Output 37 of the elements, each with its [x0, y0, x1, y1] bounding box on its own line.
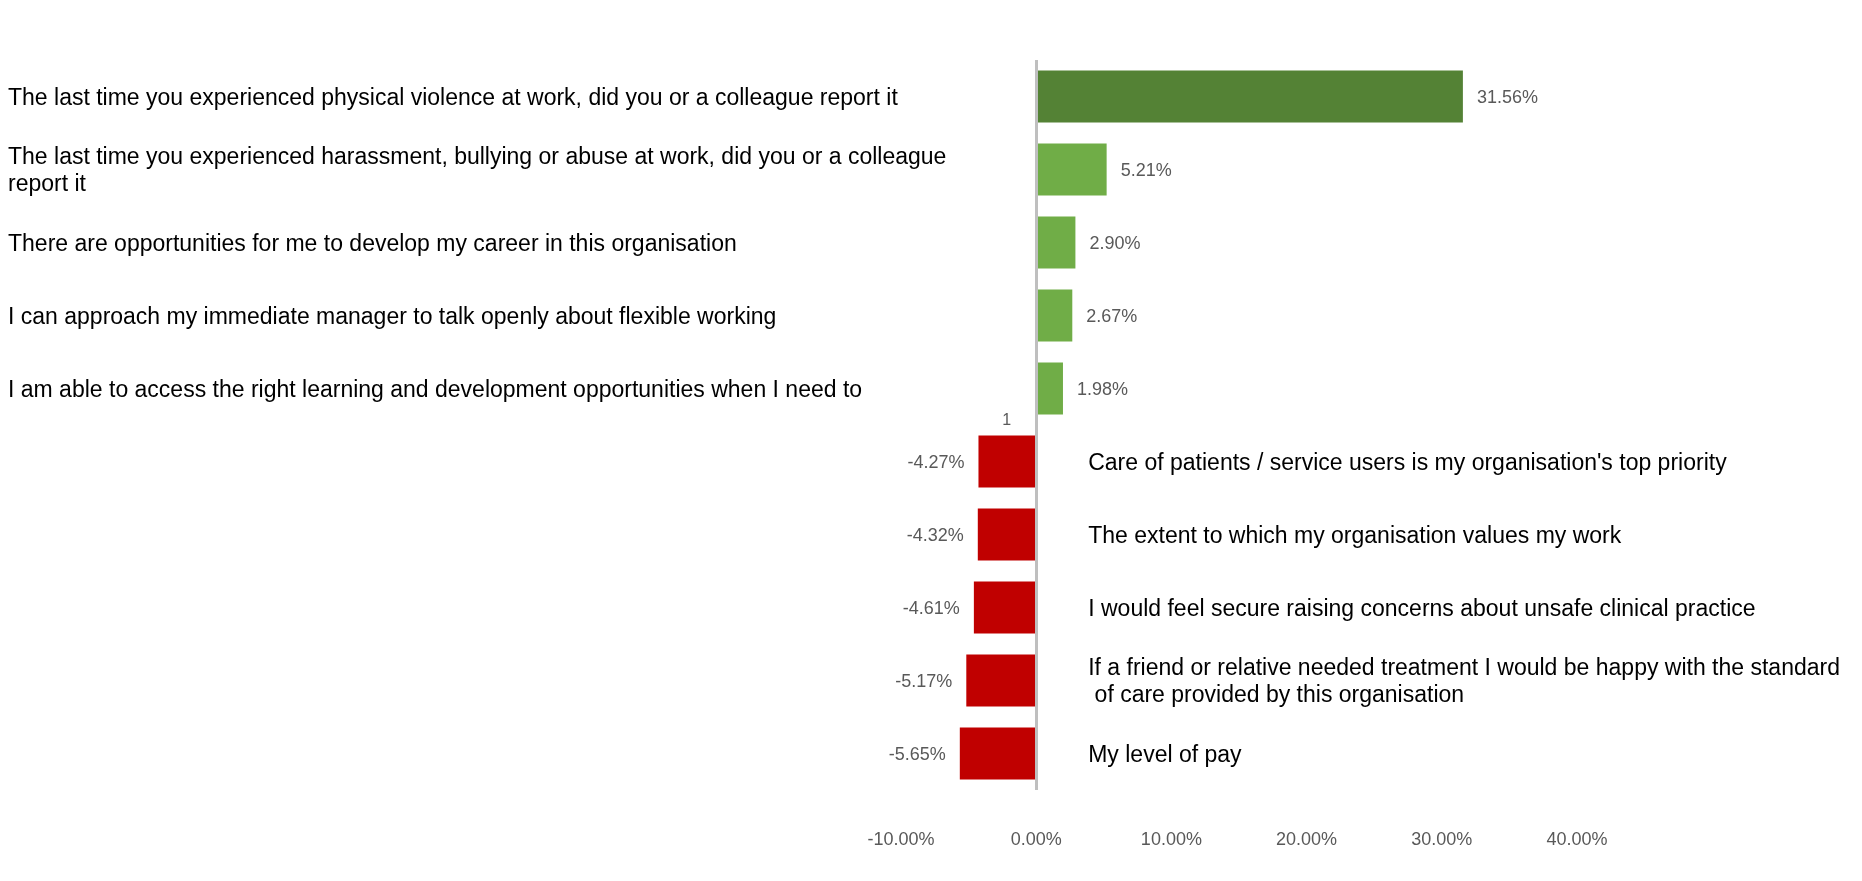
y-tick-label: I can approach my immediate manager to talk openly about flexible working [8, 303, 777, 329]
x-tick-label: 20.00% [1276, 829, 1338, 849]
bar [978, 435, 1037, 488]
bar [1036, 70, 1463, 123]
y-tick-label: There are opportunities for me to develop my career in this organisation [8, 230, 737, 256]
data-label: -4.61% [902, 597, 960, 618]
x-tick-label: 40.00% [1546, 829, 1608, 849]
y-tick-label: The last time you experienced physical violence at work, did you or a colleague report it [8, 84, 899, 110]
data-label: -5.17% [895, 670, 953, 691]
y-tick-label: My level of pay [1088, 741, 1243, 767]
bar [1036, 216, 1076, 269]
data-label: 2.90% [1089, 232, 1141, 253]
x-tick-label: 10.00% [1140, 829, 1202, 849]
data-label: 5.21% [1120, 159, 1172, 180]
y-tick-label: If a friend or relative needed treatment I would be happy with the standard of care provided by this organisation [1088, 654, 1840, 707]
data-label: 31.56% [1476, 86, 1538, 107]
x-tick-label: 30.00% [1411, 829, 1473, 849]
bar [977, 508, 1037, 561]
data-label: -4.32% [906, 524, 964, 545]
data-label: -4.27% [907, 451, 965, 472]
data-label: 1.98% [1076, 378, 1129, 399]
x-tick-label: 0.00% [1010, 829, 1062, 849]
annotation: 1 [1002, 411, 1012, 428]
x-tick-label: -10.00% [867, 829, 935, 849]
data-label: 2.67% [1086, 305, 1138, 326]
bar [1036, 289, 1073, 342]
data-label: -5.65% [888, 743, 946, 764]
bar [1036, 143, 1107, 196]
y-tick-label: Care of patients / service users is my organisation's top priority [1088, 449, 1728, 475]
bar [973, 581, 1037, 634]
bar [959, 727, 1037, 780]
bar [966, 654, 1037, 707]
y-tick-label: The last time you experienced harassment, bullying or abuse at work, did you or a colleague report it [8, 143, 953, 196]
y-tick-label: I would feel secure raising concerns about unsafe clinical practice [1088, 595, 1756, 621]
bar [1036, 362, 1063, 415]
y-tick-label: The extent to which my organisation values my work [1088, 522, 1622, 548]
y-tick-label: I am able to access the right learning and development opportunities when I need to [8, 376, 863, 402]
